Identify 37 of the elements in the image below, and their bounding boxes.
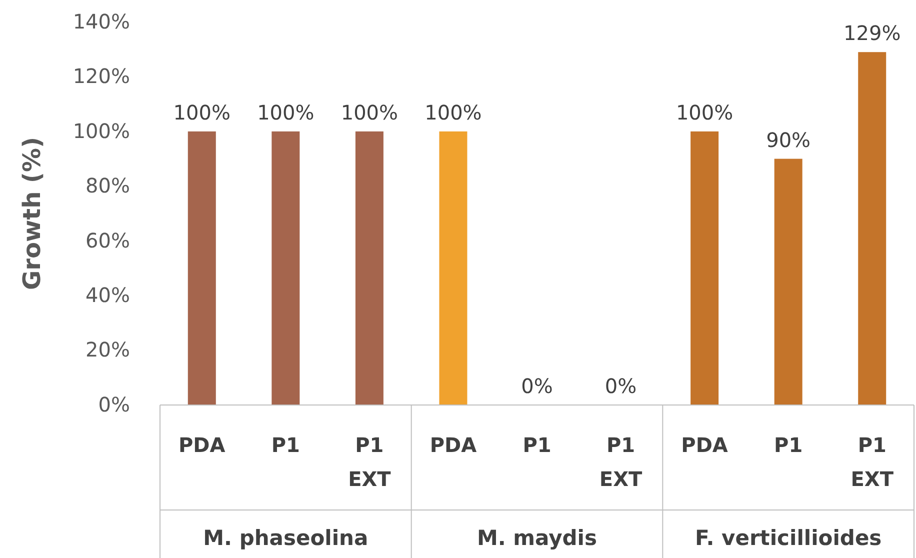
y-tick-label: 0% [98, 392, 130, 416]
y-tick-label: 80% [86, 174, 130, 198]
y-tick-label: 100% [72, 118, 130, 143]
bar [774, 158, 802, 405]
text: M. maydis [476, 526, 598, 550]
data-label: 0% [604, 374, 637, 398]
data-label: 129% [844, 21, 901, 46]
data-label: 100% [257, 100, 314, 124]
x-tick-label: PDA [430, 433, 478, 457]
y-tick-label: 40% [86, 282, 130, 307]
bar [272, 131, 300, 405]
y-tick-label: 120% [72, 64, 130, 88]
data-label: 0% [521, 374, 553, 398]
y-axis-title: Growth (%) [18, 136, 46, 290]
bar [355, 131, 384, 405]
x-tick-label: P1 [522, 433, 552, 457]
data-label: 90% [766, 128, 811, 152]
x-tick-label: P1 EXT [850, 433, 894, 491]
x-tick-label: P1 EXT [599, 433, 642, 491]
text: M. phaseolina [203, 526, 368, 550]
text: F. verticillioides [694, 526, 882, 550]
data-label: 100% [173, 100, 230, 124]
data-label: 100% [676, 100, 734, 124]
bar [690, 131, 719, 405]
bar [439, 131, 468, 405]
data-label: 100% [340, 100, 398, 124]
y-tick-label: 60% [86, 228, 130, 252]
bar [858, 52, 886, 405]
x-tick-label: PDA [681, 433, 728, 457]
y-tick-label: 20% [86, 338, 130, 362]
data-label: 100% [424, 100, 482, 124]
x-tick-label: PDA [178, 433, 226, 457]
x-tick-label: P1 [774, 433, 803, 457]
x-tick-label: P1 [271, 433, 300, 457]
y-tick-label: 140% [72, 9, 130, 34]
bar [188, 131, 216, 405]
x-tick-label: P1 EXT [348, 433, 392, 491]
